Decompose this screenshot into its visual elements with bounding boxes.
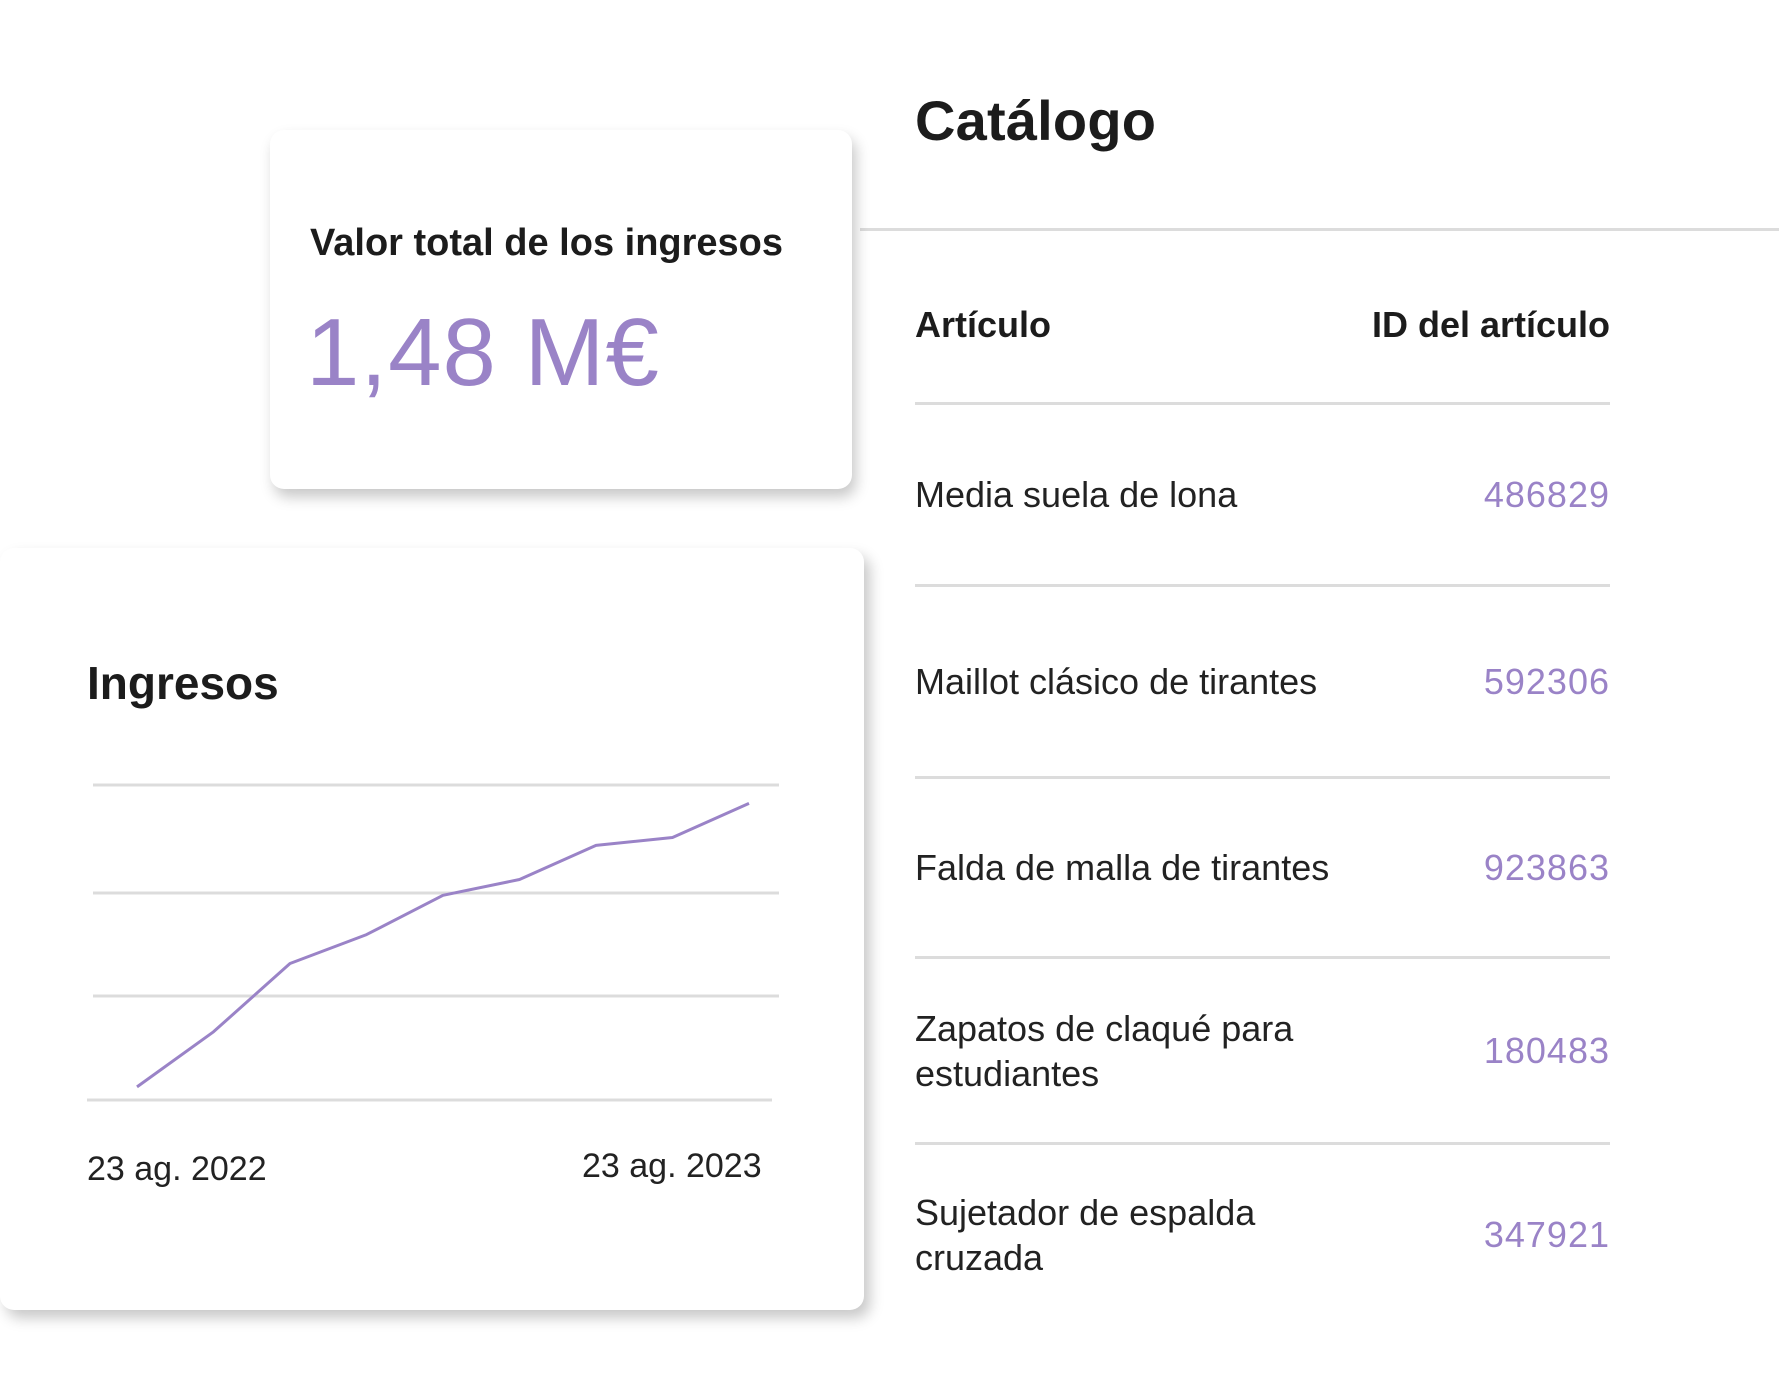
- table-row[interactable]: Falda de malla de tirantes 923863: [915, 779, 1610, 959]
- column-header-id: ID del artículo: [1371, 304, 1610, 345]
- table-row[interactable]: Media suela de lona 486829: [915, 405, 1610, 587]
- item-name: Zapatos de claqué para estudiantes: [915, 1007, 1294, 1094]
- catalog-table: Artículo ID del artículo Media suela de …: [915, 290, 1610, 1325]
- catalog-header-row: Artículo ID del artículo: [915, 290, 1610, 360]
- column-header-item: Artículo: [915, 304, 1052, 345]
- revenue-chart-card: Ingresos: [0, 548, 864, 1310]
- item-id: 923863: [1483, 846, 1610, 888]
- x-tick-label-start: 23 ag. 2022: [87, 1150, 267, 1188]
- revenue-series-line: [136, 802, 750, 1089]
- table-row[interactable]: Maillot clásico de tirantes 592306: [915, 587, 1610, 779]
- catalog-divider: [860, 228, 1779, 231]
- item-name: Maillot clásico de tirantes: [915, 661, 1318, 702]
- revenue-total-value: 1,48 M€: [306, 299, 660, 406]
- catalog-title: Catálogo: [915, 89, 1157, 152]
- revenue-total-label: Valor total de los ingresos: [310, 222, 784, 264]
- item-id: 347921: [1483, 1214, 1610, 1255]
- item-name: Sujetador de espalda cruzada: [915, 1192, 1256, 1278]
- item-name: Falda de malla de tirantes: [915, 847, 1330, 888]
- table-row[interactable]: Sujetador de espalda cruzada 347921: [915, 1145, 1610, 1325]
- table-row[interactable]: Zapatos de claqué para estudiantes 18048…: [915, 959, 1610, 1145]
- item-id: 592306: [1483, 660, 1610, 702]
- header-divider: [915, 402, 1610, 405]
- revenue-total-card: Valor total de los ingresos 1,48 M€: [270, 130, 852, 489]
- x-tick-label-end: 23 ag. 2023: [582, 1147, 762, 1185]
- item-name: Media suela de lona: [915, 474, 1238, 515]
- item-id: 486829: [1483, 473, 1610, 515]
- chart-title: Ingresos: [87, 657, 279, 709]
- item-id: 180483: [1483, 1029, 1610, 1071]
